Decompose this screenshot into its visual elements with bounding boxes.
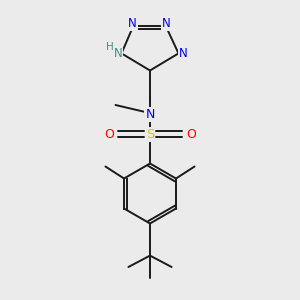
Text: N: N [128,16,137,30]
Text: O: O [186,128,196,141]
Text: N: N [145,108,155,121]
Text: S: S [146,128,154,141]
Text: N: N [113,47,122,60]
Text: H: H [106,42,113,52]
Text: N: N [162,16,171,30]
Text: O: O [104,128,114,141]
Text: N: N [178,47,188,60]
